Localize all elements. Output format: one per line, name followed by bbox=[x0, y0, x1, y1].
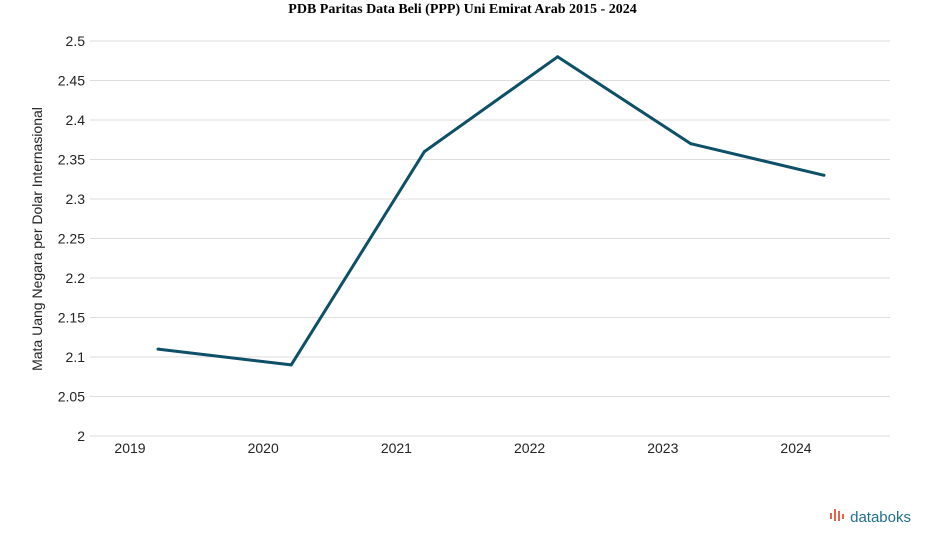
y-tick-label: 2.25 bbox=[58, 231, 85, 247]
y-tick-label: 2 bbox=[77, 428, 85, 444]
series-layer bbox=[156, 55, 826, 367]
y-tick-label: 2.35 bbox=[58, 152, 85, 168]
grid-lines bbox=[90, 40, 890, 437]
data-point bbox=[422, 150, 426, 154]
data-point bbox=[156, 347, 160, 351]
x-axis-ticks: 2019 2020 2021 2022 2023 2024 bbox=[114, 440, 811, 456]
databoks-logo-icon bbox=[829, 507, 847, 527]
data-point bbox=[689, 142, 693, 146]
brand-name: databoks bbox=[850, 508, 911, 526]
y-axis-ticks: 2 2.05 2.1 2.15 2.2 2.25 2.3 2.35 2.4 2.45 2.5 bbox=[58, 33, 85, 444]
x-tick-label: 2021 bbox=[381, 440, 412, 456]
y-tick-label: 2.15 bbox=[58, 310, 85, 326]
y-tick-label: 2.05 bbox=[58, 389, 85, 405]
x-tick-label: 2023 bbox=[647, 440, 678, 456]
y-tick-label: 2.2 bbox=[66, 270, 86, 286]
databoks-brand: databoks bbox=[829, 507, 911, 527]
y-tick-label: 2.4 bbox=[66, 112, 86, 128]
data-point bbox=[822, 173, 826, 177]
y-tick-label: 2.5 bbox=[66, 33, 86, 49]
chart-title: PDB Paritas Data Beli (PPP) Uni Emirat A… bbox=[288, 2, 637, 17]
data-point bbox=[556, 55, 560, 59]
y-axis-label: Mata Uang Negara per Dolar Internasional bbox=[29, 107, 45, 371]
x-tick-label: 2019 bbox=[114, 440, 145, 456]
series-line bbox=[157, 55, 825, 367]
x-tick-label: 2022 bbox=[514, 440, 545, 456]
x-tick-label: 2024 bbox=[780, 440, 811, 456]
y-tick-label: 2.45 bbox=[58, 73, 85, 89]
y-tick-label: 2.3 bbox=[66, 191, 86, 207]
data-point bbox=[289, 363, 293, 367]
x-tick-label: 2020 bbox=[248, 440, 279, 456]
y-tick-label: 2.1 bbox=[66, 349, 86, 365]
